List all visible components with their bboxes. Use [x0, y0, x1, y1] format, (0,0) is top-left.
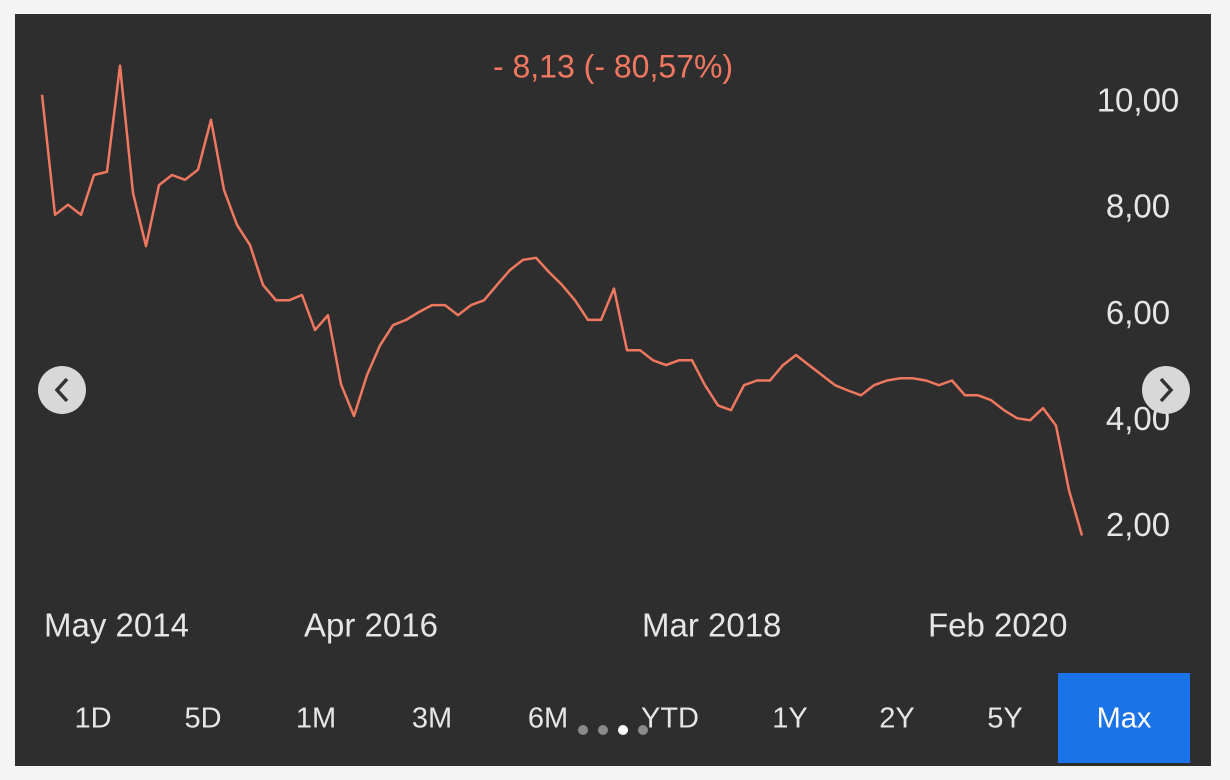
- range-button-label[interactable]: 1M: [296, 703, 336, 735]
- range-button-label-selected[interactable]: Max: [1097, 703, 1152, 735]
- dot[interactable]: [598, 725, 608, 735]
- prev-button[interactable]: [38, 366, 86, 414]
- chart-panel: [15, 14, 1211, 766]
- y-tick-label: 8,00: [1106, 188, 1170, 225]
- y-tick-label: 2,00: [1106, 506, 1170, 543]
- y-tick-label: 10,00: [1097, 82, 1180, 119]
- range-buttons: 1D 5D 1M 3M 6M YTD 1Y 2Y 5Y Max: [74, 673, 1190, 763]
- range-button-label[interactable]: YTD: [641, 703, 699, 735]
- carousel-dots: [578, 725, 648, 735]
- range-button-label[interactable]: 5D: [184, 703, 221, 735]
- y-tick-label: 6,00: [1106, 294, 1170, 331]
- x-tick-label: Apr 2016: [304, 607, 438, 644]
- change-label: - 8,13 (- 80,57%): [493, 48, 733, 84]
- x-tick-label: Mar 2018: [642, 607, 781, 644]
- next-arrow: [1159, 377, 1174, 403]
- range-button-label[interactable]: 1D: [74, 703, 111, 735]
- dot-active[interactable]: [618, 725, 628, 735]
- dot[interactable]: [578, 725, 588, 735]
- price-line: [40, 64, 1084, 536]
- range-button-label[interactable]: 2Y: [879, 703, 914, 735]
- range-button-selected[interactable]: [1058, 673, 1190, 763]
- x-tick-label: May 2014: [44, 607, 189, 644]
- prev-circle[interactable]: [38, 366, 86, 414]
- dot[interactable]: [638, 725, 648, 735]
- x-tick-label: Feb 2020: [928, 607, 1067, 644]
- prev-arrow: [54, 377, 69, 403]
- next-button[interactable]: [1142, 366, 1190, 414]
- range-button-label[interactable]: 3M: [412, 703, 452, 735]
- next-circle[interactable]: [1142, 366, 1190, 414]
- range-button-label[interactable]: 5Y: [987, 703, 1022, 735]
- range-button-label[interactable]: 6M: [528, 703, 568, 735]
- range-button-label[interactable]: 1Y: [772, 703, 807, 735]
